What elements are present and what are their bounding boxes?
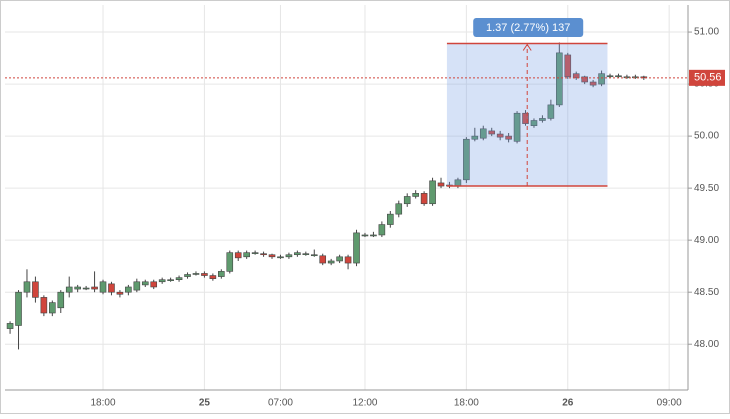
candle-body [108,283,115,293]
candle-body [251,252,259,254]
candle-body [243,252,250,258]
candle-body [285,254,293,258]
candle-body [302,253,310,255]
candle-body [99,281,107,293]
candle-body [522,112,529,124]
candle-body [420,193,428,205]
candle-body [192,273,200,275]
x-tick-label: 26 [562,398,574,409]
candle-body [175,277,183,281]
x-tick-label: 18:00 [454,398,479,409]
candle-body [412,193,419,197]
candle-body [125,286,132,293]
candle-body [429,180,436,205]
candle-body [378,224,386,236]
candle-body [82,287,90,290]
candle-body [277,256,284,259]
candle-body [598,73,605,85]
candle-body [226,252,234,272]
candle-body [640,76,648,79]
candle-body [201,273,208,276]
candle-body [65,286,73,293]
candle-body [547,104,555,119]
candle-body [539,118,546,121]
candle-body [496,133,504,138]
y-tick-label: 49.00 [694,235,719,246]
candle-body [387,213,394,225]
candle-body [463,138,470,181]
candle-body [184,274,191,277]
candle-body [133,281,141,291]
candle-body [530,120,538,127]
candle-body [336,256,343,262]
x-tick-label: 25 [199,398,211,409]
y-tick-label: 51.00 [694,27,719,38]
x-tick-label: 09:00 [657,398,682,409]
last-price-label: 50.56 [694,72,722,84]
candle-body [15,291,22,326]
candle-body [564,54,572,78]
candle-body [327,260,335,264]
candle-body [209,275,217,279]
candle-body [370,234,377,237]
candle-body [606,75,614,78]
candle-body [395,203,403,215]
candle-body [57,291,65,309]
overlay: 1.37 (2.77%) 137 50.56 [5,18,725,187]
measure-arrow-head [522,43,532,51]
candle-body [310,254,318,257]
candle-body [234,252,242,259]
candle-body [437,182,445,187]
candle-body [581,76,588,83]
y-tick-label: 48.50 [694,287,719,298]
candle-body [116,291,124,295]
candle-body [260,253,267,256]
x-tick-label: 07:00 [268,398,293,409]
x-tick-label: 18:00 [91,398,116,409]
candle-body [74,286,81,290]
candle-body [589,81,597,86]
candle-body [218,271,225,277]
candle-body [32,281,39,298]
y-tick-label: 50.00 [694,131,719,142]
candle-body [294,252,301,256]
candle-body [158,279,166,283]
candle-body [344,256,352,264]
x-tick-label: 12:00 [352,398,377,409]
candle-body [488,130,496,135]
candle-body [23,281,31,293]
candle-body [361,234,369,237]
candle-body [615,75,622,78]
y-tick-label: 48.00 [694,339,719,350]
candle-body [319,255,327,264]
candle-body [49,302,56,314]
candle-body [353,232,360,264]
candle-body [471,135,479,140]
candle-body [403,196,411,205]
y-tick-label: 49.50 [694,183,719,194]
candle-body [91,286,98,290]
candle-body [6,323,14,329]
candle-body [505,135,512,140]
candle-body [556,52,563,106]
measure-label: 1.37 (2.77%) 137 [486,22,570,34]
candles [6,42,648,350]
last-price-box [689,69,725,86]
candle-body [141,281,149,286]
candle-body [150,281,158,288]
candle-body [40,297,48,314]
candle-body [479,128,487,139]
candle-body [572,73,580,79]
candle-body [268,254,276,258]
measure-label-box [473,18,584,37]
candle-body [167,279,174,282]
candle-body [632,76,639,79]
grid: 48.0048.5049.0049.5050.0050.5051.0018:00… [5,5,719,409]
candle-body [513,112,521,142]
